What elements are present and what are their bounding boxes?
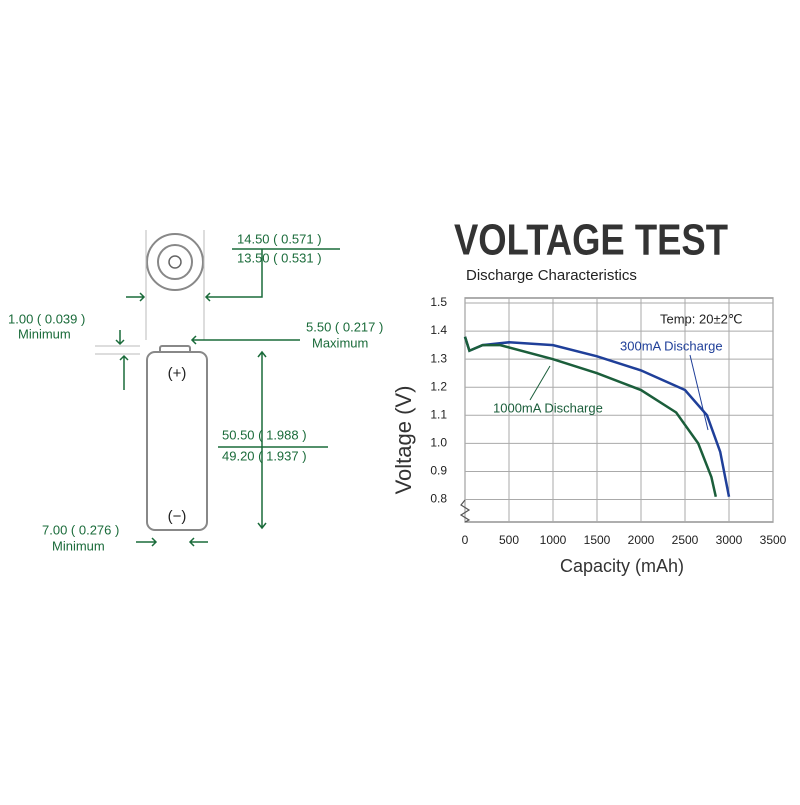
battery-top-inner — [157, 244, 193, 280]
dimension-label: 13.50 ( 0.531 ) — [237, 250, 322, 265]
dimension-label: 5.50 ( 0.217 ) — [306, 319, 383, 334]
dimension-note: Minimum — [52, 538, 105, 553]
series-line — [463, 336, 718, 498]
annotation: Temp: 20±2℃ — [660, 311, 742, 326]
y-tick-label: 0.9 — [430, 464, 447, 478]
x-tick-label: 2000 — [628, 533, 655, 547]
chart-title: VOLTAGE TEST — [454, 216, 728, 265]
y-tick-label: 1.0 — [430, 436, 447, 450]
series-label: 300mA Discharge — [620, 338, 723, 353]
dimension-line — [190, 335, 300, 345]
dimension-line — [218, 350, 328, 530]
x-tick-label: 2500 — [672, 533, 699, 547]
y-tick-label: 1.4 — [430, 323, 447, 337]
y-tick-label: 0.8 — [430, 492, 447, 506]
x-tick-label: 1000 — [540, 533, 567, 547]
dimension-label: 1.00 ( 0.039 ) — [8, 311, 85, 326]
dimension-label: 14.50 ( 0.571 ) — [237, 231, 322, 246]
x-tick-label: 500 — [499, 533, 519, 547]
battery-body — [146, 351, 208, 531]
terminal — [168, 255, 182, 269]
x-tick-label: 1500 — [584, 533, 611, 547]
polarity: (−) — [168, 508, 187, 525]
x-tick-label: 3500 — [760, 533, 787, 547]
dimension-note: Minimum — [18, 326, 71, 341]
chart-subtitle: Discharge Characteristics — [466, 267, 637, 284]
chart: VOLTAGE TEST Discharge Characteristics C… — [391, 216, 787, 576]
y-tick-label: 1.2 — [430, 379, 447, 393]
dimension-note: Maximum — [312, 335, 368, 350]
y-tick-label: 1.5 — [430, 295, 447, 309]
y-axis-label: Voltage (V) — [391, 386, 416, 495]
dimension-line — [115, 330, 129, 390]
battery-top — [146, 233, 204, 291]
polarity: (+) — [168, 365, 187, 382]
dimension-label: 49.20 ( 1.937 ) — [222, 448, 307, 463]
leader — [529, 365, 551, 401]
dimension-label: 7.00 ( 0.276 ) — [42, 522, 119, 537]
x-axis-label: Capacity (mAh) — [560, 556, 684, 576]
dimension-label: 50.50 ( 1.988 ) — [222, 427, 307, 442]
axis-break — [459, 499, 471, 523]
dimension-line — [126, 249, 263, 302]
leader — [689, 354, 709, 431]
y-tick-label: 1.1 — [430, 407, 447, 421]
x-tick-label: 0 — [462, 533, 469, 547]
x-tick-label: 3000 — [716, 533, 743, 547]
series-label: 1000mA Discharge — [493, 400, 603, 415]
y-tick-label: 1.3 — [430, 351, 447, 365]
dimension-line — [136, 537, 208, 547]
battery-diagram: 14.50 ( 0.571 ) 13.50 ( 0.531 ) 1.00 ( 0… — [8, 230, 383, 553]
